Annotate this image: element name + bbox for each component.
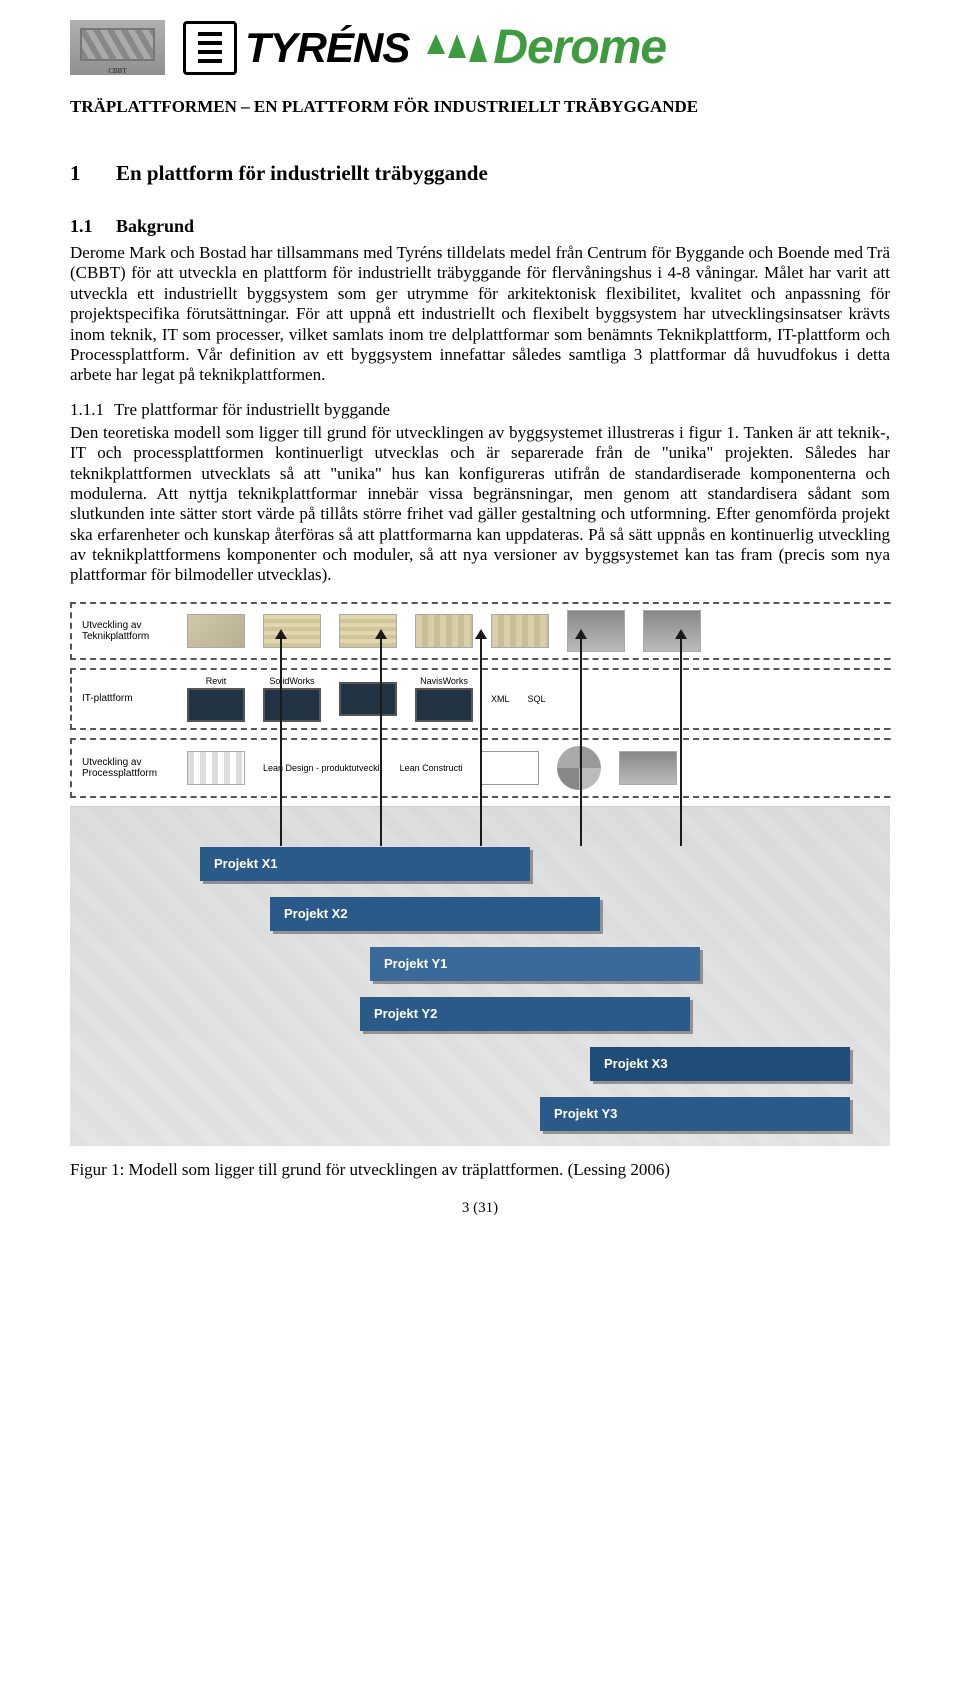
paragraph-1: Derome Mark och Bostad har tillsammans m… (70, 243, 890, 386)
building-icon (619, 751, 677, 785)
software-item: SQL (528, 694, 546, 704)
tree-icon (448, 34, 466, 58)
floor-icon (491, 614, 549, 648)
derome-text: Derome (493, 20, 666, 75)
cbbt-logo-graphic: CBBT (70, 20, 165, 75)
tree-icon (427, 34, 445, 54)
derome-trees-icon (427, 34, 487, 62)
page-header: TRÄPLATTFORMEN – EN PLATTFORM FÖR INDUST… (70, 97, 890, 117)
lane-label: Utveckling av Teknikplattform (82, 620, 187, 642)
chart-icon (187, 751, 245, 785)
projects-area: Projekt X1 Projekt X2 Projekt Y1 Projekt Y2… (70, 806, 890, 1146)
lane-label: Utveckling av Processplattform (82, 757, 187, 779)
project-box: Projekt X3 (590, 1047, 850, 1081)
heading-3: 1.1.1Tre plattformar för industriellt by… (70, 400, 890, 420)
panel-icon (263, 614, 321, 648)
feedback-arrow (480, 631, 482, 846)
platform-diagram: Utveckling av Teknikplattform IT-plattfo… (70, 602, 890, 1146)
paragraph-2: Den teoretiska modell som ligger till gr… (70, 423, 890, 586)
flow-icon (481, 751, 539, 785)
project-box: Projekt X2 (270, 897, 600, 931)
heading-2: 1.1Bakgrund (70, 216, 890, 237)
project-box: Projekt Y3 (540, 1097, 850, 1131)
lane-items (187, 610, 880, 652)
component-icon (187, 614, 245, 648)
page-number: 3 (31) (70, 1200, 890, 1217)
h1-text: En plattform för industriellt träbyggand… (116, 161, 488, 185)
software-item: XML (491, 694, 510, 704)
project-box: Projekt Y1 (370, 947, 700, 981)
process-item: Lean Constructi (400, 763, 463, 773)
feedback-arrow (280, 631, 282, 846)
h1-number: 1 (70, 161, 116, 186)
software-item (339, 682, 397, 716)
software-item: SolidWorks (263, 676, 321, 722)
lane-label: IT-plattform (82, 693, 187, 704)
figure-caption: Figur 1: Modell som ligger till grund fö… (70, 1160, 890, 1180)
pdca-icon (557, 746, 601, 790)
lane-items: Lean Design - produktutveckli Lean Const… (187, 746, 880, 790)
software-item: Revit (187, 676, 245, 722)
tyrens-icon (183, 21, 237, 75)
derome-logo: Derome (427, 20, 666, 75)
h2-number: 1.1 (70, 216, 116, 237)
feedback-arrow (580, 631, 582, 846)
h3-text: Tre plattformar för industriellt byggand… (114, 400, 390, 419)
software-item: NavisWorks (415, 676, 473, 722)
feedback-arrow (680, 631, 682, 846)
project-box: Projekt Y2 (360, 997, 690, 1031)
tyrens-logo: TYRÉNS (183, 21, 409, 75)
heading-1: 1En plattform för industriellt träbyggan… (70, 161, 890, 186)
lane-items: Revit SolidWorks NavisWorks XML SQL (187, 676, 880, 722)
floor-icon (415, 614, 473, 648)
header-logos: CBBT TYRÉNS Derome (70, 20, 890, 75)
h2-text: Bakgrund (116, 216, 194, 236)
feedback-arrow (380, 631, 382, 846)
cbbt-logo: CBBT (70, 20, 165, 75)
panel-icon (339, 614, 397, 648)
building-icon (643, 610, 701, 652)
tree-icon (469, 34, 487, 62)
tyrens-text: TYRÉNS (245, 24, 409, 72)
project-box: Projekt X1 (200, 847, 530, 881)
h3-number: 1.1.1 (70, 400, 114, 420)
